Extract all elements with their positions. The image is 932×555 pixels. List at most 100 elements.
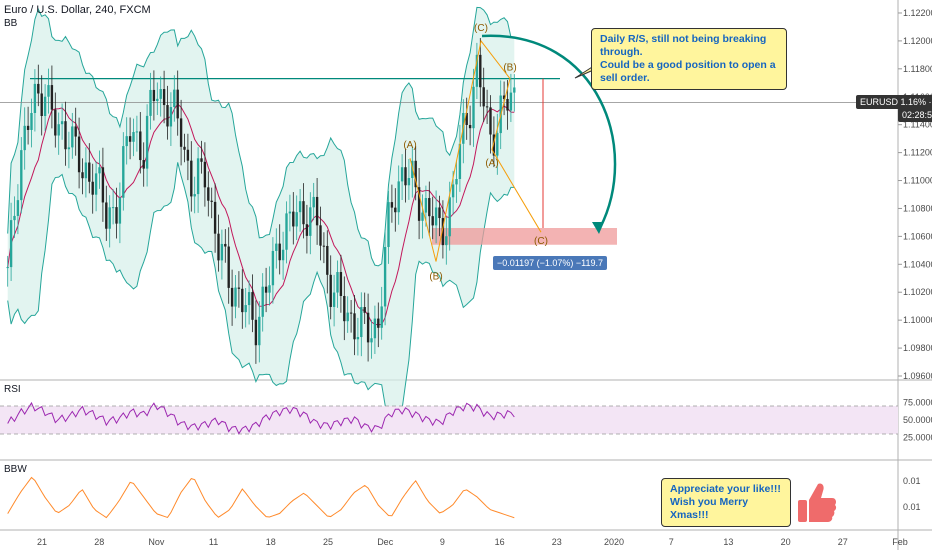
bb-indicator-label[interactable]: BB	[4, 18, 18, 29]
candle-body	[173, 89, 176, 108]
candle-body	[6, 267, 9, 269]
candle-body	[20, 150, 23, 201]
candle-body	[428, 198, 431, 217]
price-tick-label: 1.10600	[903, 231, 932, 241]
time-tick-label: 18	[266, 537, 276, 547]
candle-body	[207, 187, 210, 201]
bbw-axis-label: 0.01	[903, 476, 921, 486]
rsi-axis-label: 50.00000	[903, 415, 932, 425]
candle-body	[26, 125, 30, 130]
wave-label: (B)	[429, 272, 442, 283]
time-tick-label: 27	[838, 537, 848, 547]
candle-body	[251, 292, 254, 320]
candle-body	[40, 93, 43, 117]
candle-body	[445, 236, 448, 246]
forecast-arrow-head	[592, 222, 604, 234]
candle-body	[278, 243, 281, 261]
time-tick-label: 7	[669, 537, 674, 547]
candle-body	[275, 243, 278, 251]
candle-body	[43, 96, 47, 117]
candle-body	[448, 197, 451, 237]
candle-body	[200, 158, 203, 162]
callout-sell-note: Daily R/S, still not being breaking thro…	[591, 28, 787, 90]
price-tick-label: 1.12200	[903, 8, 932, 18]
time-tick-label: 13	[723, 537, 733, 547]
candle-body	[217, 233, 220, 261]
candle-body	[156, 98, 159, 101]
candle-body	[244, 305, 247, 313]
candle-body	[451, 184, 455, 198]
candle-body	[315, 196, 319, 226]
candle-body	[142, 160, 145, 169]
candle-body	[326, 245, 329, 275]
candle-body	[305, 224, 309, 236]
candle-body	[414, 160, 417, 188]
candle-body	[397, 181, 400, 213]
candle-body	[336, 272, 339, 293]
candle-body	[105, 202, 108, 229]
time-tick-label: Dec	[377, 537, 394, 547]
forecast-arrow	[481, 34, 617, 229]
time-tick-label: 16	[495, 537, 505, 547]
candle-body	[485, 106, 489, 108]
candle-body	[455, 178, 458, 185]
candle-body	[343, 295, 346, 322]
candle-body	[30, 112, 33, 130]
candle-body	[288, 211, 292, 214]
rsi-pane-label[interactable]: RSI	[4, 384, 21, 395]
candle-body	[394, 207, 397, 213]
candle-body	[513, 87, 516, 93]
candle-body	[329, 274, 332, 307]
candle-body	[196, 158, 200, 195]
candle-body	[98, 167, 101, 174]
time-tick-label: Nov	[148, 537, 165, 547]
target-zone	[432, 228, 617, 245]
candle-body	[47, 85, 50, 97]
candle-body	[489, 107, 492, 135]
candle-body	[122, 146, 125, 198]
price-tick-label: 1.10000	[903, 315, 932, 325]
candle-body	[380, 306, 383, 328]
time-tick-label: 21	[37, 537, 47, 547]
candle-body	[176, 89, 179, 119]
candle-body	[234, 287, 237, 307]
candle-body	[183, 146, 186, 150]
candle-body	[434, 207, 438, 226]
candle-body	[298, 201, 302, 213]
candle-body	[213, 201, 217, 234]
candle-body	[237, 287, 241, 289]
price-tick-label: 1.09600	[903, 371, 932, 381]
price-tick-label: 1.09800	[903, 343, 932, 353]
candle-body	[261, 286, 264, 317]
price-tick-label: 1.11800	[903, 64, 932, 74]
candle-body	[268, 285, 271, 293]
price-tick-label: 1.10200	[903, 287, 932, 297]
candle-body	[458, 143, 462, 179]
wave-label: (C)	[534, 236, 548, 247]
candle-body	[492, 134, 496, 156]
candle-body	[135, 131, 139, 133]
candle-body	[210, 200, 213, 202]
candle-body	[230, 287, 234, 307]
bb-basis-line	[7, 103, 515, 326]
bbw-pane-label[interactable]: BBW	[4, 464, 27, 475]
candle-body	[149, 89, 152, 116]
time-tick-label: 2020	[604, 537, 624, 547]
wave-label: (A)	[485, 158, 498, 169]
candle-body	[162, 89, 166, 106]
candle-body	[407, 178, 411, 186]
candle-body	[23, 125, 26, 151]
candle-body	[322, 245, 326, 247]
candle-body	[224, 243, 227, 247]
bb-band-fill	[7, 7, 515, 425]
candle-body	[383, 247, 387, 307]
time-tick-label: 23	[552, 537, 562, 547]
candle-body	[404, 167, 407, 186]
time-tick-label: 20	[781, 537, 791, 547]
candle-body	[101, 167, 105, 203]
time-tick-label: Feb	[892, 537, 908, 547]
candle-body	[400, 167, 404, 182]
rsi-axis-label: 25.00000	[903, 433, 932, 443]
